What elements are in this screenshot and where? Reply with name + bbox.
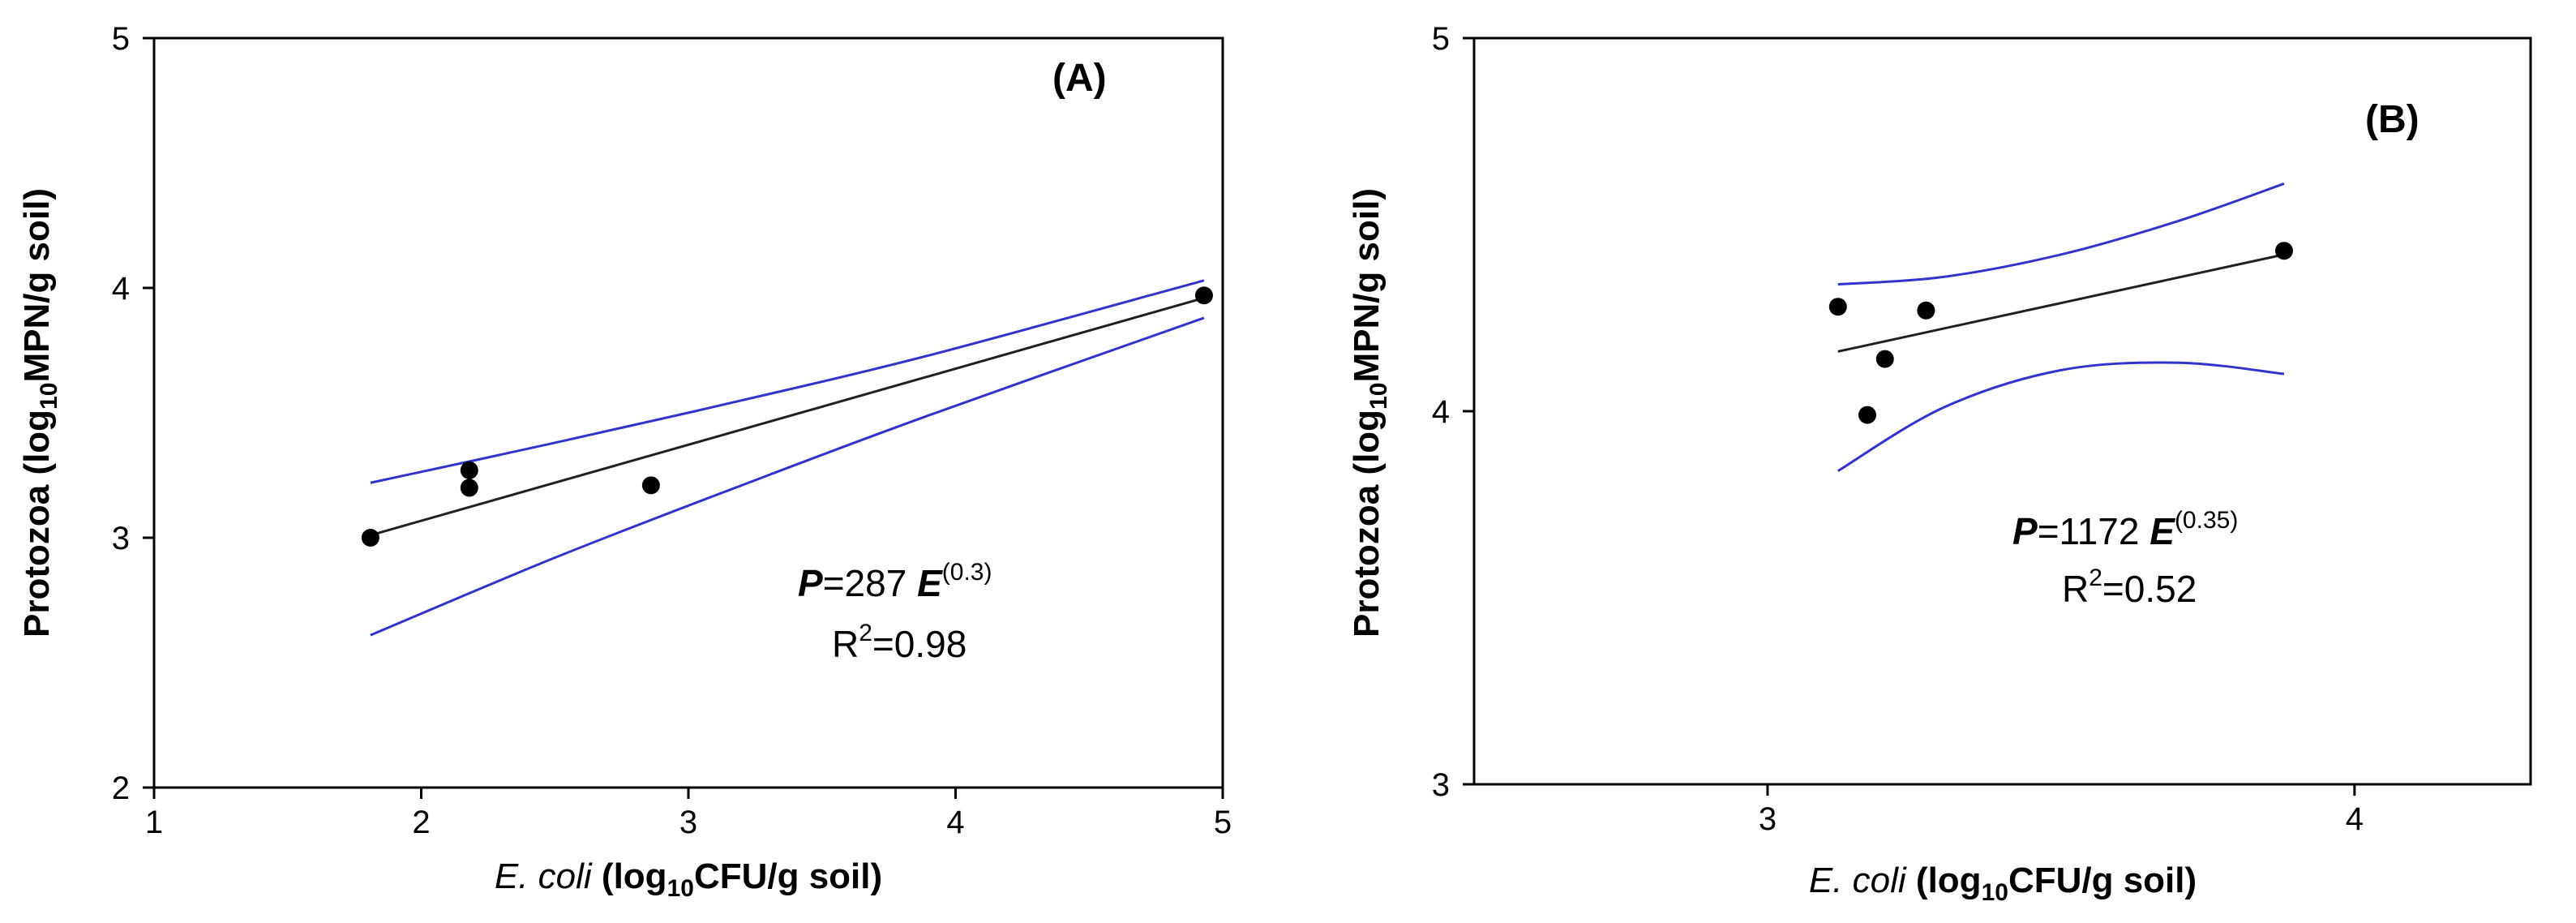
panel-a-y-axis-title: Protozoa (log10MPN/g soil) bbox=[17, 188, 62, 638]
panel-a-r-sup: 2 bbox=[859, 620, 872, 646]
panel-a-y-post: MPN/g soil) bbox=[17, 188, 57, 383]
panel-a-y-tick-label: 4 bbox=[112, 271, 130, 307]
panel-b-y-axis-title: Protozoa (log10MPN/g soil) bbox=[1347, 188, 1392, 638]
panel-a-eq-e: E bbox=[917, 562, 943, 604]
panel-a-x-pre: (log bbox=[602, 856, 667, 896]
panel-b-equation: P=1172 E(0.35) bbox=[2012, 507, 2238, 552]
panel-b-r-squared: R2=0.52 bbox=[2062, 565, 2197, 610]
panel-b-eq-p: P bbox=[2012, 510, 2038, 552]
panel-a-data-point bbox=[460, 479, 478, 497]
panel-a-eq-coef: =287 bbox=[823, 562, 917, 604]
panel-a-r-squared: R2=0.98 bbox=[832, 620, 967, 665]
panel-a-data-point bbox=[1194, 286, 1213, 305]
panel-b-eq-e: E bbox=[2150, 510, 2175, 552]
panel-b-y-post: MPN/g soil) bbox=[1347, 188, 1387, 383]
panel-b-data-points bbox=[1828, 242, 2293, 424]
panel-b-x-tick-label: 4 bbox=[2346, 801, 2364, 837]
panel-a-x-tick-label: 3 bbox=[679, 805, 697, 840]
panel-a-data-points bbox=[361, 286, 1213, 547]
panel-a-r-value: =0.98 bbox=[872, 623, 967, 665]
panel-b-x-italic: E. coli bbox=[1809, 861, 1907, 900]
panel-b-ticks: 3 4 3 4 5 bbox=[1432, 21, 2364, 837]
panel-a-equation: P=287 E(0.3) bbox=[798, 559, 992, 604]
panel-a-x-tick-label: 5 bbox=[1214, 805, 1232, 840]
panel-a-regression bbox=[370, 296, 1205, 537]
panel-b-r-value: =0.52 bbox=[2102, 568, 2197, 610]
panel-a-ci-lower bbox=[370, 316, 1205, 637]
panel-b-data-point bbox=[1875, 350, 1894, 368]
panel-b-ci-lower bbox=[1837, 361, 2285, 472]
panel-b-data-point bbox=[2274, 242, 2293, 260]
panel-a-x-post: CFU/g soil) bbox=[694, 856, 882, 896]
panel-a-eq-p: P bbox=[798, 562, 823, 604]
panel-b-fit-line bbox=[1837, 253, 2285, 353]
panel-a-data-point bbox=[641, 476, 660, 495]
panel-a-confidence-bands bbox=[370, 279, 1205, 637]
panel-b-x-pre: (log bbox=[1916, 861, 1982, 900]
panel-b-data-point bbox=[1828, 298, 1847, 316]
panel-a-y-pre: Protozoa (log bbox=[17, 410, 57, 638]
panel-a-y-sub: 10 bbox=[36, 383, 62, 410]
panel-b-tag: (B) bbox=[2365, 98, 2420, 141]
panel-a-y-tick-label: 2 bbox=[112, 771, 130, 806]
panel-a-r-label: R bbox=[832, 623, 859, 665]
panel-b-y-sub: 10 bbox=[1365, 383, 1392, 410]
panel-b-eq-coef: =1172 bbox=[2038, 510, 2150, 552]
panel-a-data-point bbox=[361, 529, 379, 547]
panel-b-data-point bbox=[1917, 301, 1935, 320]
panel-a-eq-exponent: (0.3) bbox=[942, 559, 992, 586]
panel-b-chart: 3 4 3 4 5 (B) P=1172 E(0.35) R2=0.52 E. coli… bbox=[1347, 21, 2532, 906]
panel-a-data-point bbox=[460, 461, 478, 479]
panel-a-y-tick-label: 5 bbox=[112, 21, 130, 57]
panel-a-x-sub: 10 bbox=[667, 875, 694, 902]
panel-b-y-tick-label: 5 bbox=[1432, 21, 1450, 57]
panel-b-y-tick-label: 3 bbox=[1432, 767, 1450, 803]
panel-b-x-space bbox=[1906, 861, 1916, 900]
panel-a-x-tick-label: 1 bbox=[145, 805, 163, 840]
panel-b-regression bbox=[1837, 253, 2285, 353]
panel-a-tag: (A) bbox=[1052, 57, 1107, 100]
panel-b-x-tick-label: 3 bbox=[1759, 801, 1777, 837]
panel-b-x-sub: 10 bbox=[1982, 879, 2008, 906]
panel-a-fit-line bbox=[370, 296, 1205, 537]
panel-a-x-italic: E. coli bbox=[495, 856, 593, 896]
panel-b-ci-upper bbox=[1837, 182, 2285, 286]
panel-b-y-pre: Protozoa (log bbox=[1347, 410, 1387, 638]
panel-b-eq-exponent: (0.35) bbox=[2175, 507, 2238, 534]
panel-b-x-axis-title: E. coli (log10CFU/g soil) bbox=[1809, 861, 2197, 906]
panel-b-r-label: R bbox=[2062, 568, 2089, 610]
panel-a-x-space bbox=[592, 856, 602, 896]
panel-a-x-tick-label: 4 bbox=[946, 805, 964, 840]
panel-b-r-sup: 2 bbox=[2089, 565, 2102, 591]
panel-a-y-tick-label: 3 bbox=[112, 521, 130, 556]
panel-b-confidence-bands bbox=[1837, 182, 2285, 472]
panel-a-x-tick-label: 2 bbox=[412, 805, 430, 840]
panel-b-y-tick-label: 4 bbox=[1432, 394, 1450, 430]
panel-a-x-axis-title: E. coli (log10CFU/g soil) bbox=[495, 856, 882, 902]
panel-a-ci-upper bbox=[370, 279, 1205, 484]
panel-b-data-point bbox=[1858, 406, 1877, 424]
panel-b-plot-frame bbox=[1472, 36, 2532, 786]
panel-b-x-post: CFU/g soil) bbox=[2008, 861, 2197, 900]
